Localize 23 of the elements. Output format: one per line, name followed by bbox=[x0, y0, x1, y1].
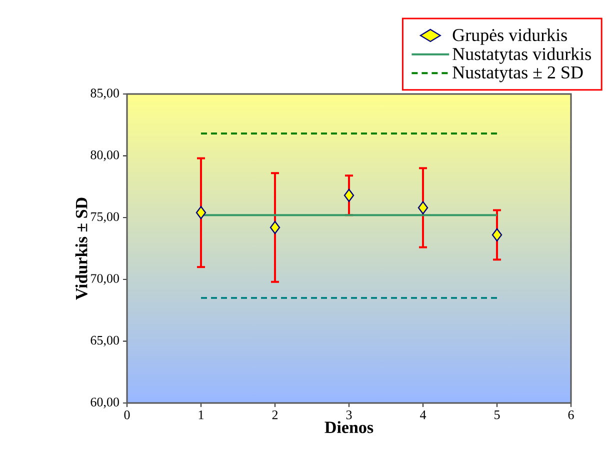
legend-label: Nustatytas vidurkis bbox=[452, 47, 591, 64]
y-axis-title: Vidurkis ± SD bbox=[75, 198, 88, 300]
y-tick-label: 60,00 bbox=[90, 398, 119, 408]
x-axis-title: Dienos bbox=[324, 421, 374, 434]
x-tick-label: 0 bbox=[124, 410, 130, 420]
y-tick-label: 75,00 bbox=[91, 212, 119, 223]
point bbox=[418, 201, 428, 214]
point bbox=[270, 220, 280, 234]
point bbox=[492, 228, 502, 242]
point bbox=[196, 206, 206, 220]
x-tick-label: 3 bbox=[346, 410, 352, 420]
y-tick-label: 65,00 bbox=[90, 336, 119, 347]
y-tick-label: 80,00 bbox=[90, 150, 119, 162]
y-tick-label: 70,00 bbox=[91, 274, 119, 285]
legend-label: Nustatytas ± 2 SD bbox=[452, 66, 583, 82]
x-tick-label: 2 bbox=[272, 410, 278, 420]
x-tick-label: 4 bbox=[420, 410, 426, 420]
x-tick-label: 1 bbox=[198, 410, 204, 420]
x-tick-label: 6 bbox=[568, 410, 574, 420]
x-tick-label: 5 bbox=[494, 410, 500, 420]
y-tick-label: 85,00 bbox=[90, 88, 119, 100]
point bbox=[344, 188, 354, 202]
legend-label: Grupės vidurkis bbox=[452, 28, 567, 45]
